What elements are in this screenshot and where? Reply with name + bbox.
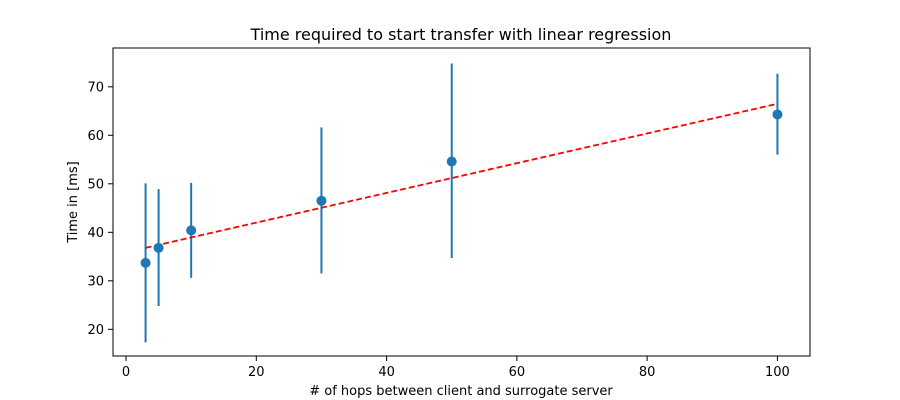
x-axis-label: # of hops between client and surrogate s… — [309, 384, 613, 399]
data-point — [153, 242, 164, 253]
x-axis: 0 20 40 60 80 100 — [122, 356, 790, 380]
data-point — [186, 225, 197, 236]
x-tick-label: 40 — [378, 365, 395, 380]
y-tick-label: 60 — [87, 129, 104, 144]
y-tick-label: 50 — [87, 177, 104, 192]
chart-title: Time required to start transfer with lin… — [250, 25, 672, 44]
data-point — [446, 156, 457, 167]
plot-area-frame — [112, 47, 811, 357]
y-tick-label: 70 — [87, 80, 104, 95]
x-tick-label: 20 — [248, 365, 265, 380]
y-tick-label: 20 — [87, 323, 104, 338]
y-tick-label: 30 — [87, 274, 104, 289]
data-point — [772, 109, 783, 120]
x-tick-label: 0 — [122, 365, 130, 380]
plot-marks — [140, 63, 783, 343]
regression-line — [145, 102, 778, 249]
data-point — [140, 257, 151, 268]
data-point — [316, 195, 327, 206]
y-axis: 20 30 40 50 60 70 — [87, 80, 113, 338]
x-tick-label: 80 — [639, 365, 656, 380]
x-tick-label: 100 — [765, 365, 790, 380]
y-tick-label: 40 — [87, 226, 104, 241]
y-axis-label: Time in [ms] — [66, 161, 81, 244]
x-tick-label: 60 — [509, 365, 526, 380]
